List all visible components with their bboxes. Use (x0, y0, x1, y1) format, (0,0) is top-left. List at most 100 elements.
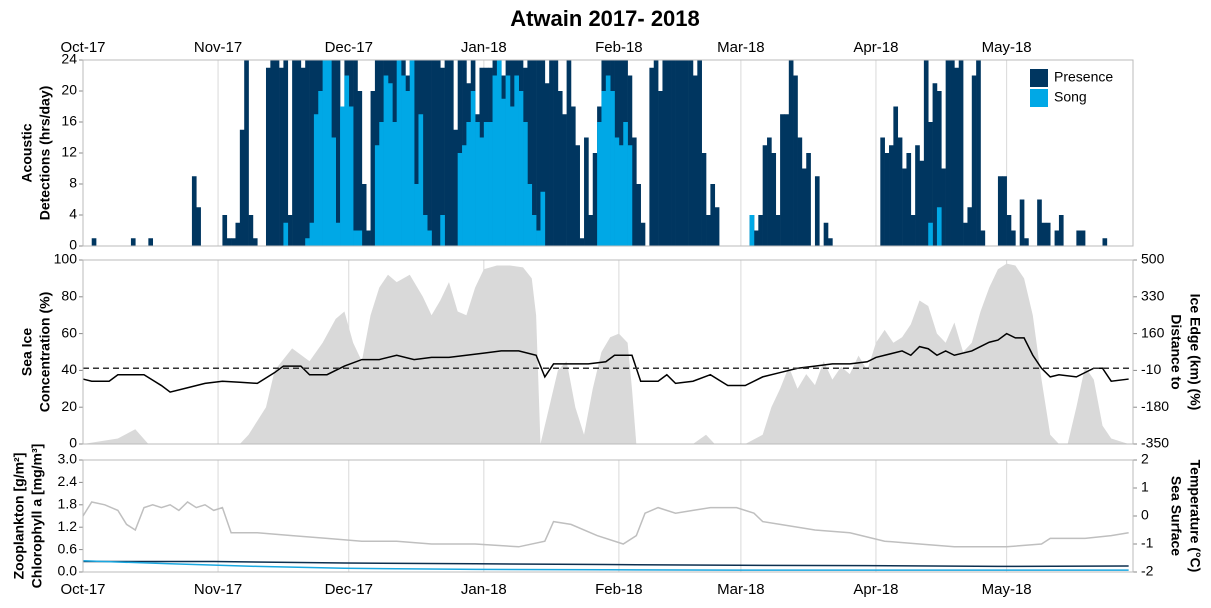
bar (950, 60, 955, 246)
bar (483, 122, 489, 246)
bar (936, 91, 942, 246)
y2-tick-label: 500 (1141, 251, 1165, 267)
bar (318, 91, 323, 246)
bar (427, 60, 432, 246)
bar (775, 215, 781, 246)
bar (618, 145, 624, 246)
bar (553, 60, 559, 246)
y2-axis-label: Sea Surface (1168, 476, 1184, 556)
y-tick-label: 100 (54, 251, 78, 267)
y-axis-label: Detections (hrs/day) (37, 86, 53, 221)
x-tick-label: Nov-17 (194, 581, 242, 598)
legend-swatch (1030, 89, 1048, 107)
bar (666, 60, 672, 246)
x-tick-label: Jan-18 (461, 39, 507, 56)
bar (915, 145, 920, 246)
bar (235, 222, 241, 246)
bar (292, 60, 297, 246)
bar (814, 176, 820, 246)
line (82, 332, 1129, 393)
y-axis-label: Concentration (%) (37, 292, 53, 413)
bar (976, 60, 981, 246)
bar (496, 60, 502, 246)
bar (335, 60, 341, 246)
bar (361, 184, 367, 246)
y-tick-label: 40 (61, 361, 77, 377)
bar (971, 75, 977, 246)
x-tick-label: Mar-18 (717, 581, 765, 598)
x-tick-label: Dec-17 (325, 39, 373, 56)
bar (357, 230, 363, 246)
y-tick-label: 3.0 (58, 451, 78, 467)
bar (610, 91, 615, 246)
line (82, 501, 1129, 548)
x-tick-label: May-18 (982, 581, 1032, 598)
legend-label: Presence (1054, 69, 1113, 85)
bar (640, 222, 646, 246)
bar (749, 215, 755, 246)
y2-axis-label: Temperature (°C) (1187, 460, 1203, 573)
bar (653, 60, 659, 246)
y2-tick-label: -1 (1141, 535, 1154, 551)
bar (396, 60, 402, 246)
bar (453, 129, 458, 246)
bar (649, 67, 655, 246)
y-tick-label: 20 (61, 398, 77, 414)
legend-swatch (1030, 69, 1048, 87)
bar (544, 83, 550, 246)
bar (1006, 215, 1012, 246)
bar (353, 60, 358, 246)
bar (784, 114, 790, 246)
y-tick-label: 0.6 (58, 540, 78, 556)
bar (379, 122, 384, 246)
bar (579, 238, 585, 246)
bar (945, 60, 951, 246)
y2-axis-label: Ice Edge (km) (%) (1187, 294, 1203, 411)
bar (239, 129, 245, 246)
bar (780, 114, 785, 246)
bar (714, 207, 720, 246)
x-tick-label: Apr-18 (853, 581, 898, 598)
bar (248, 215, 254, 246)
bar (967, 207, 973, 246)
bar (549, 60, 554, 246)
bar (427, 230, 432, 246)
bar (636, 184, 641, 246)
bar (928, 122, 933, 246)
bar (422, 215, 428, 246)
bar (374, 145, 380, 246)
y-tick-label: 8 (69, 175, 77, 191)
bar (806, 153, 811, 246)
bar (514, 75, 519, 246)
plot-frame (82, 459, 1134, 573)
line (83, 560, 1129, 568)
bar (601, 91, 607, 246)
bar (279, 67, 284, 246)
bar (588, 215, 594, 246)
bar (762, 145, 768, 246)
y2-tick-label: 0 (1141, 507, 1149, 523)
bar (627, 145, 633, 246)
bar (457, 153, 463, 246)
y-tick-label: 12 (61, 144, 77, 160)
bar (231, 238, 236, 246)
bar (919, 160, 925, 246)
bar (1041, 222, 1047, 246)
y-axis-label: Sea Ice (19, 328, 35, 376)
bar (562, 114, 567, 246)
y2-tick-label: -10 (1141, 361, 1161, 377)
y-tick-label: 1.2 (58, 518, 78, 534)
x-tick-label: Jan-18 (461, 581, 507, 598)
bar (305, 238, 310, 246)
bar (340, 106, 345, 246)
bar (1102, 238, 1108, 246)
bar (305, 60, 310, 246)
bar (348, 106, 354, 246)
bar (889, 145, 894, 246)
bar (283, 60, 289, 246)
bar (828, 238, 833, 246)
bar (566, 60, 572, 246)
bar (422, 60, 428, 246)
bar (244, 60, 249, 246)
x-tick-label: Dec-17 (325, 581, 373, 598)
